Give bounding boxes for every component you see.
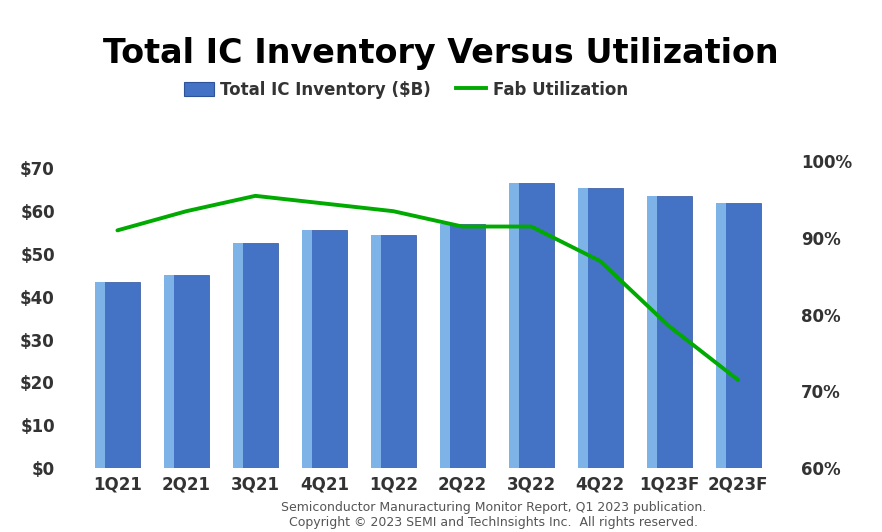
Bar (233, 243, 278, 468)
Bar (715, 203, 726, 468)
Bar (302, 230, 347, 468)
Bar (370, 235, 415, 468)
Text: Total IC Inventory Versus Utilization: Total IC Inventory Versus Utilization (103, 37, 779, 70)
Bar (509, 184, 554, 468)
Bar (440, 224, 450, 468)
Bar (164, 276, 174, 468)
Text: Semiconductor Manuracturing Monitor Report, Q1 2023 publication.
Copyright © 202: Semiconductor Manuracturing Monitor Repo… (281, 501, 706, 529)
Bar (164, 276, 209, 468)
Bar (233, 243, 243, 468)
Bar (578, 188, 623, 468)
Bar (578, 188, 587, 468)
Bar (647, 196, 691, 468)
Bar (647, 196, 656, 468)
Bar (370, 235, 381, 468)
Bar (509, 184, 519, 468)
Legend: Total IC Inventory ($B), Fab Utilization: Total IC Inventory ($B), Fab Utilization (177, 74, 634, 105)
Bar (715, 203, 760, 468)
Bar (95, 282, 105, 468)
Bar (302, 230, 311, 468)
Bar (95, 282, 140, 468)
Bar (440, 224, 485, 468)
